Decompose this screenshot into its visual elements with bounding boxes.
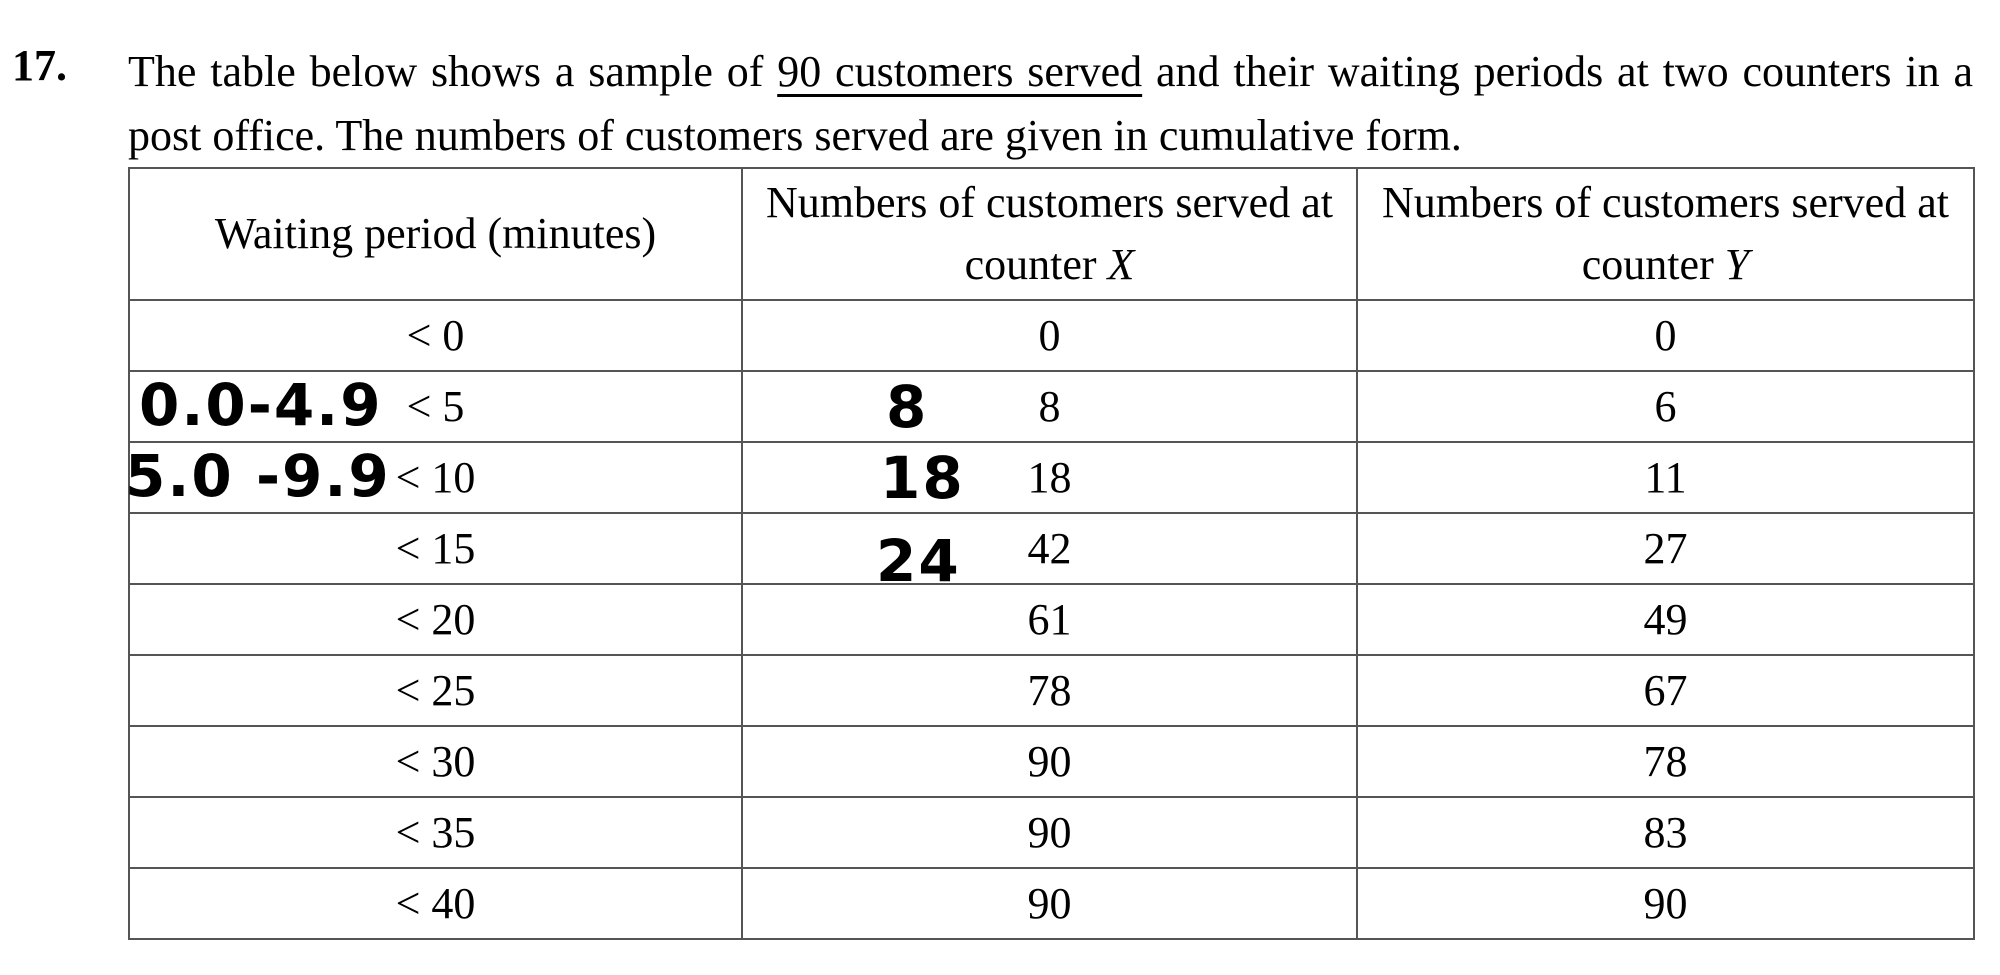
table-cell: 27 <box>1356 512 1975 585</box>
question-text: The table below shows a sample of 90 cus… <box>128 40 1973 168</box>
header-variable: X <box>1107 240 1135 289</box>
table-cell: < 5 <box>128 370 743 443</box>
table-cell: 90 <box>741 725 1358 798</box>
table-cell: < 20 <box>128 583 743 656</box>
table-cell: 78 <box>741 654 1358 727</box>
table-cell: < 25 <box>128 654 743 727</box>
text-segment: The table below shows a sample of <box>128 47 778 96</box>
table-cell: 49 <box>1356 583 1975 656</box>
table-cell: < 35 <box>128 796 743 869</box>
table-cell: < 15 <box>128 512 743 585</box>
table-cell: 42 <box>741 512 1358 585</box>
table-cell: 90 <box>741 796 1358 869</box>
table-body: < 0 0 0 < 5 8 6 < 10 18 11 < 15 42 27 < 20 61 49 < 25 78… <box>128 299 1975 940</box>
table-cell: < 30 <box>128 725 743 798</box>
header-row: Waiting period (minutes) Numbers of custo… <box>128 167 1975 301</box>
header-cell: Numbers of customers served at counter X <box>741 167 1358 301</box>
table-row: < 30 90 78 <box>128 725 1975 798</box>
table-cell: < 40 <box>128 867 743 940</box>
header-text: Numbers of customers served at counter <box>766 178 1333 289</box>
table-cell: 67 <box>1356 654 1975 727</box>
handwritten-note: 5.0 -9.9 <box>125 441 391 510</box>
table-cell: 90 <box>741 867 1358 940</box>
table-cell: 83 <box>1356 796 1975 869</box>
table-row: < 20 61 49 <box>128 583 1975 656</box>
table-row: < 35 90 83 <box>128 796 1975 869</box>
table-cell: 18 <box>741 441 1358 514</box>
table-cell: < 10 <box>128 441 743 514</box>
table-row: < 25 78 67 <box>128 654 1975 727</box>
table-cell: 90 <box>1356 867 1975 940</box>
text-segment-underlined: 90 customers served <box>777 47 1143 96</box>
table-cell: 61 <box>741 583 1358 656</box>
table-cell: 6 <box>1356 370 1975 443</box>
header-text: Waiting period (minutes) <box>214 209 657 258</box>
table-cell: 0 <box>741 299 1358 372</box>
question-number: 17. <box>12 41 67 90</box>
table-row: < 10 18 11 <box>128 441 1975 514</box>
handwritten-note: 8 <box>886 372 929 441</box>
handwritten-note: 24 <box>876 526 961 595</box>
table-row: < 5 8 6 <box>128 370 1975 443</box>
handwritten-note: 18 <box>880 443 965 512</box>
table-cell: 0 <box>1356 299 1975 372</box>
table-cell: 11 <box>1356 441 1975 514</box>
table-row: < 40 90 90 <box>128 867 1975 940</box>
header-cell: Waiting period (minutes) <box>128 167 743 301</box>
table-cell: < 0 <box>128 299 743 372</box>
text-segment: and their waiting periods at two counter… <box>128 47 1973 160</box>
data-table: Waiting period (minutes) Numbers of custo… <box>128 167 1975 940</box>
header-cell: Numbers of customers served at counter Y <box>1356 167 1975 301</box>
handwritten-note: 0.0-4.9 <box>139 370 383 439</box>
table-cell: 78 <box>1356 725 1975 798</box>
header-variable: Y <box>1724 240 1750 289</box>
table-row: < 15 42 27 <box>128 512 1975 585</box>
table-cell: 8 <box>741 370 1358 443</box>
header-text: Numbers of customers served at counter <box>1382 178 1949 289</box>
